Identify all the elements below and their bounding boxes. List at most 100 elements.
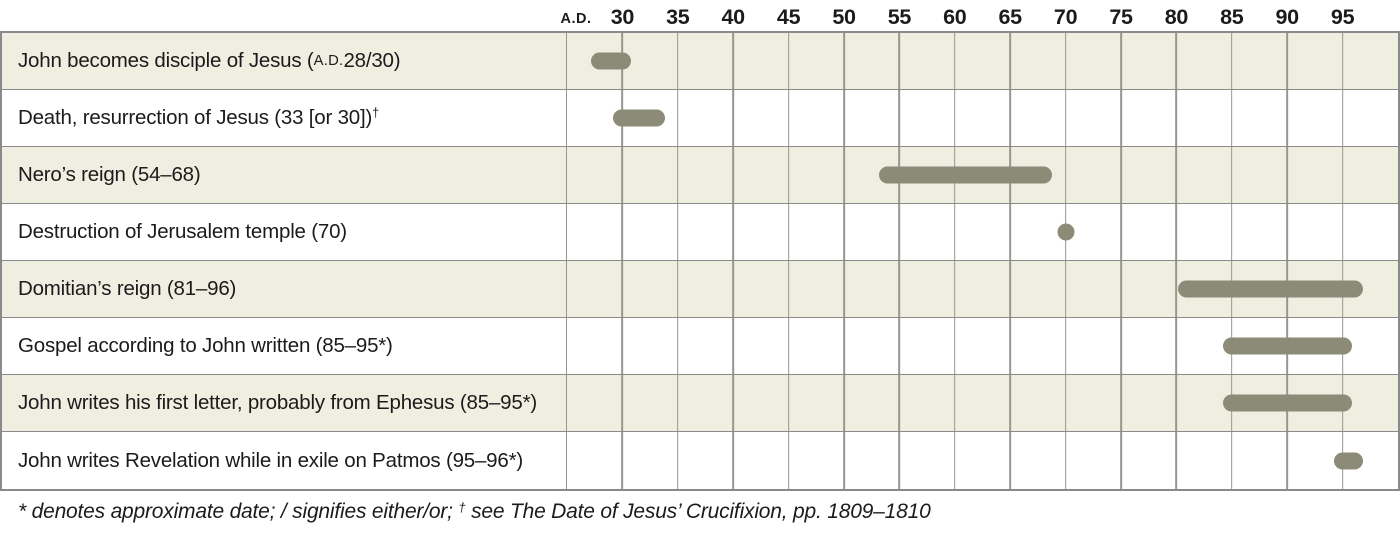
timeline-row: Nero’s reign (54–68) <box>2 147 1398 204</box>
grid-line <box>1009 375 1012 431</box>
row-label: John becomes disciple of Jesus (A.D. 28/… <box>2 33 567 89</box>
grid-line <box>1120 261 1122 317</box>
grid-line <box>898 318 901 374</box>
grid-line <box>1009 432 1012 489</box>
grid-line <box>953 33 956 89</box>
grid-line <box>1009 261 1012 317</box>
grid-line <box>898 261 901 317</box>
grid-line <box>1120 90 1122 146</box>
timeline-row: John becomes disciple of Jesus (A.D. 28/… <box>2 33 1398 90</box>
grid-line <box>732 147 735 203</box>
grid-line <box>1120 432 1122 489</box>
grid-line <box>1120 147 1122 203</box>
axis-tick-label: 40 <box>721 5 746 29</box>
row-label: Destruction of Jerusalem temple (70) <box>2 204 567 260</box>
timeline-bar <box>1333 452 1363 469</box>
timeline-row: Gospel according to John written (85–95*… <box>2 318 1398 375</box>
grid-line <box>1341 90 1344 146</box>
row-label: Gospel according to John written (85–95*… <box>2 318 567 374</box>
grid-line <box>1064 261 1067 317</box>
grid-line <box>1175 375 1178 431</box>
grid-line <box>787 432 790 489</box>
text-run: † <box>372 104 380 120</box>
grid-line <box>1230 33 1233 89</box>
grid-line <box>1175 204 1178 260</box>
axis-header: A.D. 30 35 40 45 50 55 60 65 70 75 80 85 90 95 <box>0 0 1400 31</box>
grid-line <box>732 204 735 260</box>
axis-tick-label: 30 <box>610 5 635 29</box>
timeline-row: John writes his first letter, probably f… <box>2 375 1398 432</box>
grid-line <box>1230 204 1233 260</box>
text-run: Domitian’s reign (81–96) <box>18 277 237 300</box>
grid-line <box>621 318 624 374</box>
grid-line <box>898 33 901 89</box>
grid-line <box>953 318 956 374</box>
grid-line <box>1341 204 1344 260</box>
text-run: Destruction of Jerusalem temple (70) <box>18 220 347 243</box>
grid-line <box>732 375 735 431</box>
grid-line <box>953 261 956 317</box>
timeline-row: Destruction of Jerusalem temple (70) <box>2 204 1398 261</box>
axis-tick-label: 55 <box>887 5 912 29</box>
grid-line <box>953 90 956 146</box>
timeline-bar <box>591 52 632 70</box>
grid-line <box>621 147 624 203</box>
grid-line <box>676 261 679 317</box>
grid-line <box>676 432 679 489</box>
row-label: Nero’s reign (54–68) <box>2 147 567 203</box>
grid-line <box>787 261 790 317</box>
grid-line <box>898 204 901 260</box>
grid-line <box>787 204 790 260</box>
row-label: John writes Revelation while in exile on… <box>2 432 567 489</box>
grid-line <box>787 33 790 89</box>
grid-line <box>1064 432 1067 489</box>
row-chart-area <box>567 261 1398 317</box>
grid-line <box>787 147 790 203</box>
grid-line <box>1009 33 1012 89</box>
row-chart-area <box>567 318 1398 374</box>
grid-line <box>1120 318 1122 374</box>
grid-line <box>953 375 956 431</box>
row-chart-area <box>567 90 1398 146</box>
grid-line <box>898 432 901 489</box>
grid-line <box>898 90 901 146</box>
grid-line <box>1064 33 1067 89</box>
grid-line <box>1009 90 1012 146</box>
grid-line <box>843 375 845 431</box>
grid-line <box>1175 33 1178 89</box>
grid-line <box>676 33 679 89</box>
grid-line <box>843 90 845 146</box>
grid-line <box>676 90 679 146</box>
grid-line <box>621 261 624 317</box>
text-run: A.D. <box>313 53 344 69</box>
grid-line <box>843 318 845 374</box>
timeline-bar <box>1222 394 1352 412</box>
timeline-row: Death, resurrection of Jesus (33 [or 30]… <box>2 90 1398 147</box>
grid-line <box>1120 204 1122 260</box>
grid-line <box>953 432 956 489</box>
axis-tick-label: 85 <box>1220 5 1244 29</box>
grid-line <box>1286 90 1289 146</box>
text-run: Nero’s reign (54–68) <box>18 163 201 186</box>
grid-line <box>1120 375 1122 431</box>
grid-line <box>843 204 845 260</box>
grid-line <box>1175 90 1178 146</box>
grid-line <box>787 318 790 374</box>
grid-line <box>1230 432 1233 489</box>
grid-line <box>1120 33 1122 89</box>
grid-line <box>1009 318 1012 374</box>
grid-line <box>732 261 735 317</box>
text-run: John writes Revelation while in exile on… <box>18 448 523 472</box>
grid-line <box>1064 375 1067 431</box>
timeline-table: John becomes disciple of Jesus (A.D. 28/… <box>0 31 1400 491</box>
grid-line <box>1286 147 1289 203</box>
axis-tick-label: 35 <box>666 5 690 29</box>
grid-line <box>621 204 624 260</box>
axis-tick-label: 45 <box>776 5 801 29</box>
grid-line <box>1286 432 1289 489</box>
row-label: Domitian’s reign (81–96) <box>2 261 567 317</box>
grid-line <box>676 147 679 203</box>
grid-line <box>843 147 845 203</box>
text-run: John becomes disciple of Jesus ( <box>18 49 314 72</box>
grid-line <box>1175 432 1178 489</box>
